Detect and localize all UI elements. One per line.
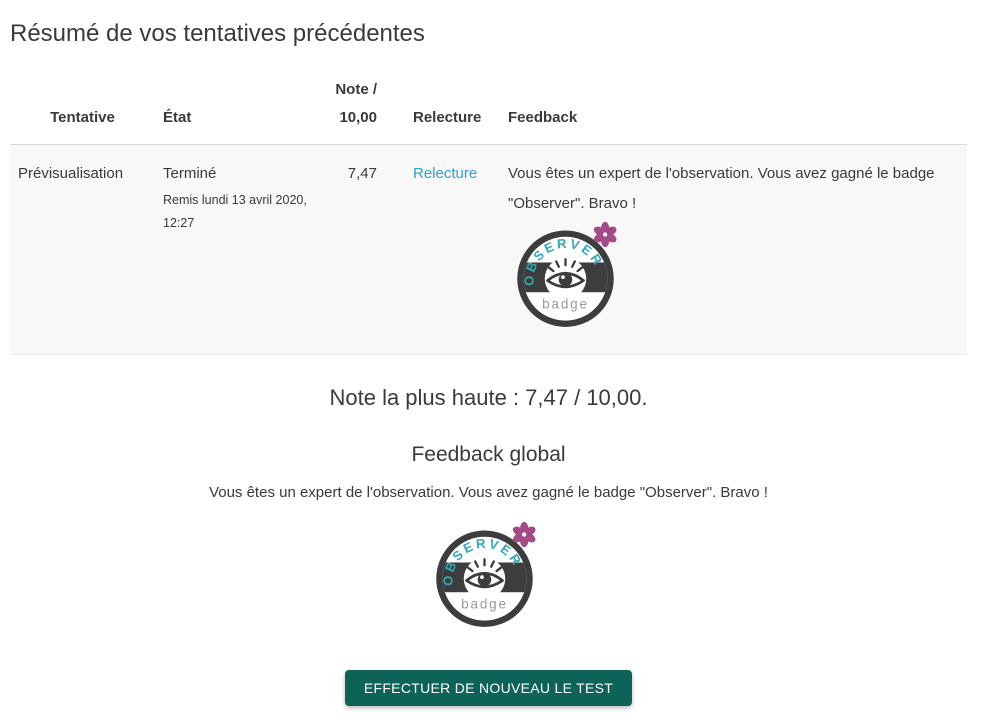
- eye-icon: [464, 571, 504, 588]
- state-cell: Terminé Remis lundi 13 avril 2020, 12:27: [155, 144, 320, 355]
- button-row: EFFECTUER DE NOUVEAU LE TEST: [10, 669, 967, 706]
- review-cell: Relecture: [385, 144, 508, 355]
- header-state: État: [155, 68, 320, 145]
- eye-icon: [546, 271, 585, 288]
- header-attempt: Tentative: [10, 68, 155, 145]
- eye-lashes-icon: [547, 257, 584, 272]
- quiz-summary-page: Résumé de vos tentatives précédentes Ten…: [10, 20, 967, 706]
- table-header-row: Tentative État Note / 10,00 Relecture Fe…: [10, 68, 967, 145]
- grade-cell: 7,47: [320, 144, 385, 355]
- flower-icon: [593, 221, 617, 247]
- header-grade: Note / 10,00: [320, 68, 385, 145]
- header-feedback: Feedback: [508, 68, 967, 145]
- attempts-table: Tentative État Note / 10,00 Relecture Fe…: [10, 68, 967, 355]
- observer-badge-icon: OBSERVER badge: [430, 521, 535, 627]
- global-feedback-text: Vous êtes un expert de l'observation. Vo…: [209, 483, 768, 501]
- observer-badge-icon: OBSERVER badge: [511, 221, 617, 327]
- attempt-cell: Prévisualisation: [10, 144, 155, 355]
- badge-label: badge: [542, 296, 589, 311]
- observer-badge-image: OBSERVER badge: [10, 521, 967, 636]
- page-title: Résumé de vos tentatives précédentes: [10, 20, 425, 47]
- attempt-row: Prévisualisation Terminé Remis lundi 13 …: [10, 144, 967, 355]
- feedback-cell: Vous êtes un expert de l'observation. Vo…: [508, 144, 967, 355]
- header-review: Relecture: [385, 68, 508, 145]
- feedback-global-heading: Feedback global: [411, 442, 566, 466]
- flower-icon: [512, 521, 535, 547]
- retake-quiz-button[interactable]: EFFECTUER DE NOUVEAU LE TEST: [344, 669, 633, 706]
- feedback-text: Vous êtes un expert de l'observation. Vo…: [508, 164, 935, 212]
- observer-badge-image: OBSERVER badge: [511, 221, 953, 342]
- state-detail: Remis lundi 13 avril 2020, 12:27: [163, 192, 307, 231]
- badge-label: badge: [461, 596, 508, 611]
- eye-lashes-icon: [466, 557, 502, 572]
- state-label: Terminé: [163, 164, 217, 182]
- highest-grade-text: Note la plus haute : 7,47 / 10,00.: [329, 384, 648, 410]
- review-link[interactable]: Relecture: [413, 164, 478, 182]
